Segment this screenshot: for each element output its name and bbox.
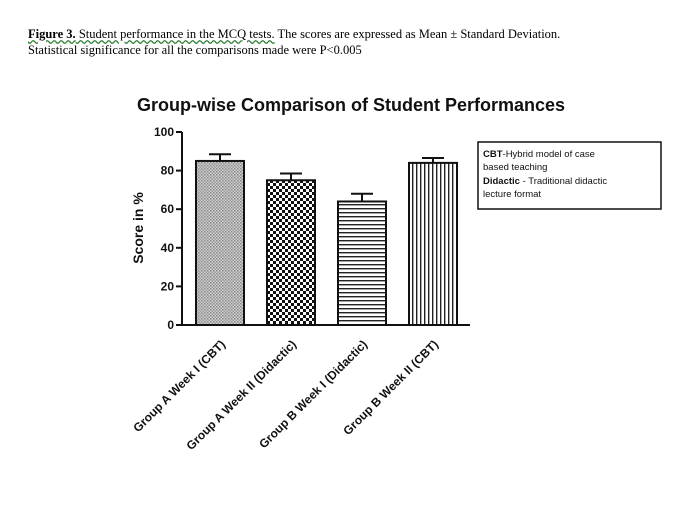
y-tick-label: 80 bbox=[161, 164, 175, 178]
legend-box bbox=[477, 141, 662, 210]
bar bbox=[408, 161, 458, 326]
legend-line-2: based teaching bbox=[483, 162, 547, 173]
legend-line-1: CBT-Hybrid model of case bbox=[483, 149, 595, 160]
y-tick-label: 60 bbox=[161, 202, 175, 216]
y-tick-label: 0 bbox=[167, 318, 174, 332]
y-tick-label: 100 bbox=[154, 125, 174, 139]
bar bbox=[337, 200, 387, 326]
caption-lead-rest: Student performance in the MCQ tests. bbox=[75, 27, 275, 41]
bar bbox=[195, 159, 245, 326]
y-tick-label: 20 bbox=[161, 279, 175, 293]
chart-title: Group-wise Comparison of Student Perform… bbox=[137, 95, 565, 115]
caption-line-2: Statistical significance for all the com… bbox=[28, 43, 362, 57]
caption-line-1: Figure 3. Student performance in the MCQ… bbox=[28, 26, 668, 42]
bars bbox=[195, 153, 458, 326]
y-tick-label: 40 bbox=[161, 241, 175, 255]
caption-text: The scores are expressed as Mean ± Stand… bbox=[274, 27, 561, 41]
bar bbox=[266, 179, 316, 326]
caption-lead: Figure 3. bbox=[28, 27, 76, 41]
category-labels: Group A Week I (CBT)Group A Week II (Did… bbox=[130, 337, 441, 453]
legend: CBT-Hybrid model of case based teaching … bbox=[477, 141, 662, 210]
y-axis-label: Score in % bbox=[130, 192, 146, 264]
figure-caption: Figure 3. Student performance in the MCQ… bbox=[28, 26, 668, 58]
legend-line-3: Didactic - Traditional didactic bbox=[483, 176, 607, 187]
legend-line-4: lecture format bbox=[483, 189, 541, 200]
